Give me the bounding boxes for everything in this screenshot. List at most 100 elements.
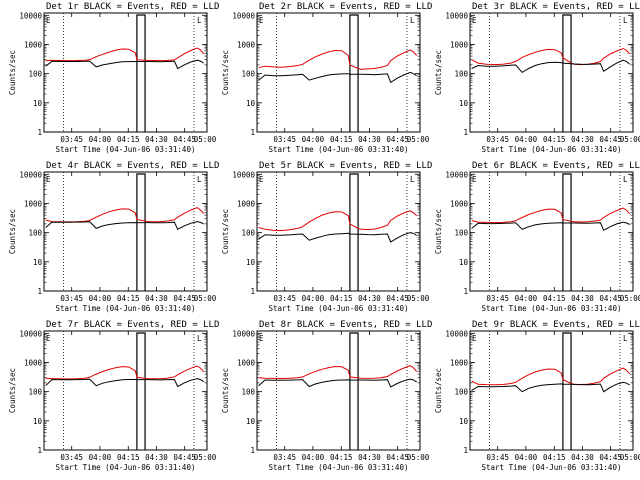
y-axis-label: Counts/sec [8,209,17,254]
x-tick-label: 04:30 [358,294,381,303]
y-tick-label: 10 [33,417,43,426]
events-series-line [258,232,417,243]
y-axis-label: Counts/sec [221,209,230,254]
events-series-line [258,378,417,388]
x-tick-label: 04:30 [358,135,381,144]
x-tick-label: 04:30 [571,135,594,144]
x-tick-label: 03:45 [273,294,296,303]
detector-plot-6: Det 6r BLACK = Events, RED = LLD Counts/s… [434,161,640,313]
y-tick-label: 1 [463,287,468,296]
lld-series-line [471,47,631,66]
x-tick-label: 04:15 [543,453,566,462]
plot-title: Det 4r BLACK = Events, RED = LLD [46,161,219,171]
x-tick-label: 05:00 [620,135,640,144]
end-marker-label: L [197,175,202,184]
x-tick-label: 05:00 [407,294,430,303]
events-series-line [45,221,204,230]
y-tick-label: 10000 [232,329,255,338]
x-tick-label: 04:30 [571,294,594,303]
plot-title: Det 1r BLACK = Events, RED = LLD [46,2,219,12]
plot-frame [469,171,634,292]
y-tick-label: 10000 [19,170,42,179]
x-tick-label: 04:15 [330,453,353,462]
x-tick-label: 04:45 [173,135,196,144]
detector-plot-9: Det 9r BLACK = Events, RED = LLD Counts/s… [434,320,640,472]
y-tick-label: 100 [241,70,255,79]
x-tick-label: 03:45 [60,453,83,462]
y-tick-label: 10000 [445,11,468,20]
y-tick-label: 10000 [232,170,255,179]
x-axis-label: Start Time (04-Jun-06 03:31:40) [482,304,622,313]
x-axis-label: Start Time (04-Jun-06 03:31:40) [482,145,622,154]
y-tick-label: 1000 [24,199,43,208]
y-tick-label: 1 [463,128,468,137]
y-tick-label: 100 [28,70,42,79]
x-tick-label: 04:00 [89,135,112,144]
x-tick-label: 04:15 [117,294,140,303]
start-marker-label: E [46,16,51,25]
saa-interval-box [136,332,146,450]
plot-title: Det 2r BLACK = Events, RED = LLD [259,2,432,12]
x-tick-label: 03:45 [273,453,296,462]
plot-frame [43,171,208,292]
y-tick-label: 1 [37,287,42,296]
detector-plot-3: Det 3r BLACK = Events, RED = LLD Counts/s… [434,2,640,154]
plot-title: Det 8r BLACK = Events, RED = LLD [259,320,432,330]
x-tick-label: 04:00 [302,294,325,303]
lld-series-line [258,365,418,380]
x-tick-label: 04:15 [543,294,566,303]
plot-frame [469,330,634,451]
x-tick-label: 03:45 [273,135,296,144]
x-tick-label: 04:30 [358,453,381,462]
lld-series-line [471,207,631,224]
x-tick-label: 04:45 [386,294,409,303]
lld-series-line [471,367,631,386]
detector-plot-8: Det 8r BLACK = Events, RED = LLD Counts/s… [221,320,432,472]
y-tick-label: 1000 [450,199,469,208]
plot-title: Det 5r BLACK = Events, RED = LLD [259,161,432,171]
x-tick-label: 04:15 [330,294,353,303]
y-tick-label: 10 [246,417,256,426]
start-marker-label: E [259,175,264,184]
saa-interval-box [562,173,572,291]
x-tick-label: 04:30 [145,453,168,462]
y-axis-label: Counts/sec [8,368,17,413]
start-marker-label: E [46,175,51,184]
y-tick-label: 10000 [445,170,468,179]
y-tick-label: 10 [459,258,469,267]
x-tick-label: 04:45 [386,453,409,462]
y-tick-label: 1000 [237,358,256,367]
plot-frame [256,330,421,451]
x-axis-label: Start Time (04-Jun-06 03:31:40) [56,304,196,313]
start-marker-label: E [472,334,477,343]
x-tick-label: 04:45 [173,294,196,303]
y-axis-label: Counts/sec [8,50,17,95]
y-tick-label: 1000 [237,40,256,49]
y-tick-label: 1 [250,287,255,296]
lld-series-line [258,49,418,70]
x-tick-label: 04:45 [173,453,196,462]
x-tick-label: 04:45 [599,135,622,144]
x-tick-label: 03:45 [486,135,509,144]
events-series-line [45,378,204,388]
y-axis-label: Counts/sec [221,50,230,95]
x-tick-label: 04:00 [302,135,325,144]
y-tick-label: 1000 [450,358,469,367]
y-tick-label: 10 [246,99,256,108]
plot-frame [256,12,421,133]
x-tick-label: 04:00 [515,453,538,462]
y-tick-label: 1000 [450,40,469,49]
saa-interval-box [349,14,359,132]
plot-frame [43,330,208,451]
x-tick-label: 04:00 [302,453,325,462]
y-tick-label: 10000 [19,329,42,338]
plot-title: Det 3r BLACK = Events, RED = LLD [472,2,640,12]
x-tick-label: 05:00 [407,135,430,144]
plot-title: Det 6r BLACK = Events, RED = LLD [472,161,640,171]
start-marker-label: E [259,16,264,25]
saa-interval-box [562,332,572,450]
plot-frame [256,171,421,292]
events-series-line [258,71,417,84]
y-tick-label: 100 [28,229,42,238]
detector-plot-4: Det 4r BLACK = Events, RED = LLD Counts/s… [8,161,219,313]
